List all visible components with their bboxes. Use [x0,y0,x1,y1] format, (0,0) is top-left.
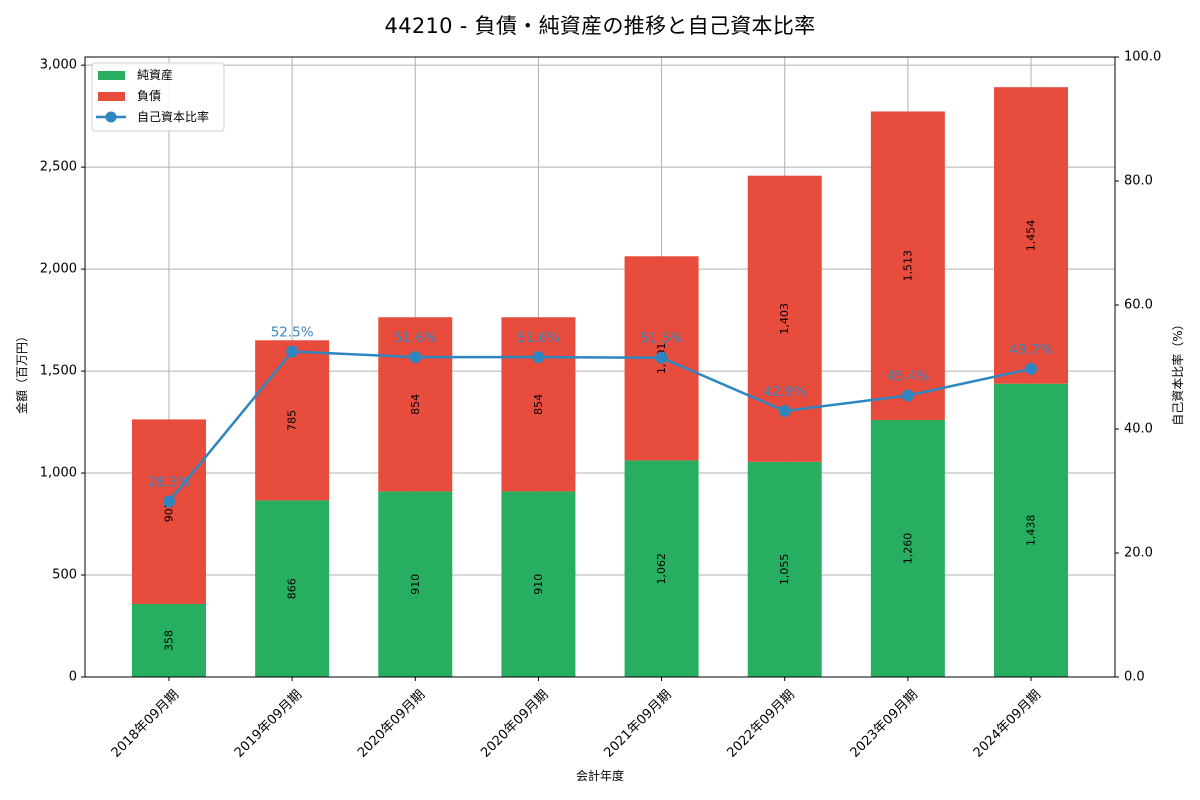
equity-ratio-marker [286,345,299,358]
chart-title: 44210 - 負債・純資産の推移と自己資本比率 [384,14,816,38]
equity-ratio-polyline [168,350,1032,503]
bar-net-assets [994,383,1068,677]
equity-ratio-label: 51.6% [394,330,437,346]
x-tick-label: 2021年09月期 [601,687,674,760]
y-tick-label: 2,500 [40,160,77,175]
equity-ratio-marker [163,495,175,508]
bar-net-assets [378,491,453,677]
y2-tick-label: 80.0 [1124,174,1153,189]
bar-value-label-net-assets: 1,055 [778,554,791,586]
bar-liabilities [994,87,1068,384]
equity-ratio-label: 52.5% [271,325,314,341]
bar-value-label-liabilities: 854 [532,394,545,415]
equity-ratio-marker [1025,362,1037,375]
bar-value-label-liabilities: 785 [286,410,299,431]
y-tick-label: 2,000 [40,262,77,277]
bar-value-label-liabilities: 854 [409,394,422,415]
legend-label: 純資産 [137,67,173,82]
bar-value-label-net-assets: 1,062 [655,553,668,585]
y-axis-label: 金額（百万円） [14,330,29,414]
x-tick-label: 2019年09月期 [232,687,305,760]
bar-liabilities [870,111,945,421]
y2-tick-label: 40.0 [1124,422,1153,437]
equity-ratio-marker [409,351,422,364]
bar-net-assets [132,603,206,677]
legend-marker-icon [105,111,117,123]
y2-tick-label: 0.0 [1124,670,1145,685]
bar-value-label-net-assets: 910 [532,574,545,595]
equity-ratio-line: 28.3% 52.5% 51.6% 51.6% 51.5% 42.9% 45.4% 49.7% [148,325,1053,508]
equity-ratio-label: 45.4% [886,369,929,385]
y2-tick-label: 20.0 [1124,546,1153,561]
x-tick-label: 2018年09月期 [109,687,182,760]
equity-ratio-label: 51.6% [517,330,560,346]
y-tick-label: 1,500 [40,364,77,379]
x-axis-label: 会計年度 [576,768,624,783]
bar-net-assets [747,461,822,677]
bar-value-label-net-assets: 866 [286,578,299,599]
equity-ratio-label: 51.5% [640,331,683,347]
plot-frame [84,56,1116,678]
bar-liabilities [501,317,576,492]
legend-label: 自己資本比率 [137,109,209,124]
bar-value-label-liabilities: 1,513 [901,250,914,282]
equity-ratio-label: 49.7% [1010,342,1053,358]
y2-tick-label: 100.0 [1124,50,1161,65]
legend-swatch-liabilities [98,92,125,101]
y-tick-label: 0 [69,670,77,685]
equity-ratio-marker [778,405,791,418]
bar-liabilities [132,419,206,604]
y2-axis-label: 自己資本比率（%） [1170,318,1185,425]
bar-liabilities [255,340,330,501]
equity-ratio-marker [901,389,914,402]
equity-ratio-label: 42.9% [763,384,806,400]
bar-value-label-net-assets: 358 [163,630,176,651]
x-tick-label: 2024年09月期 [971,687,1044,760]
x-tick-label: 2020年09月期 [355,687,428,760]
y-tick-label: 500 [52,568,77,583]
bar-value-label-net-assets: 910 [409,574,422,595]
bar-net-assets [501,491,576,677]
bar-value-label-liabilities: 1,403 [778,303,791,335]
legend-label: 負債 [137,88,161,103]
legend-swatch-net-assets [98,71,125,80]
bar-value-label-liabilities: 1,454 [1025,220,1038,252]
y-tick-label: 3,000 [40,58,77,73]
bar-value-label-net-assets: 1,260 [901,533,914,565]
bar-value-label-net-assets: 1,438 [1025,515,1038,547]
equity-ratio-marker [532,351,545,364]
bar-net-assets [255,500,330,677]
x-tick-label: 2020年09月期 [478,687,551,760]
bar-net-assets [624,460,699,677]
bar-series [132,87,1068,677]
equity-ratio-marker [655,351,668,364]
grid-lines [85,57,1115,678]
equity-ratio-label: 28.3% [148,475,191,491]
y2-tick-label: 60.0 [1124,298,1153,313]
y-tick-label: 1,000 [40,466,77,481]
x-tick-label: 2023年09月期 [848,687,921,760]
bar-liabilities [378,317,453,492]
x-tick-label: 2022年09月期 [724,687,797,760]
bar-net-assets [870,420,945,677]
